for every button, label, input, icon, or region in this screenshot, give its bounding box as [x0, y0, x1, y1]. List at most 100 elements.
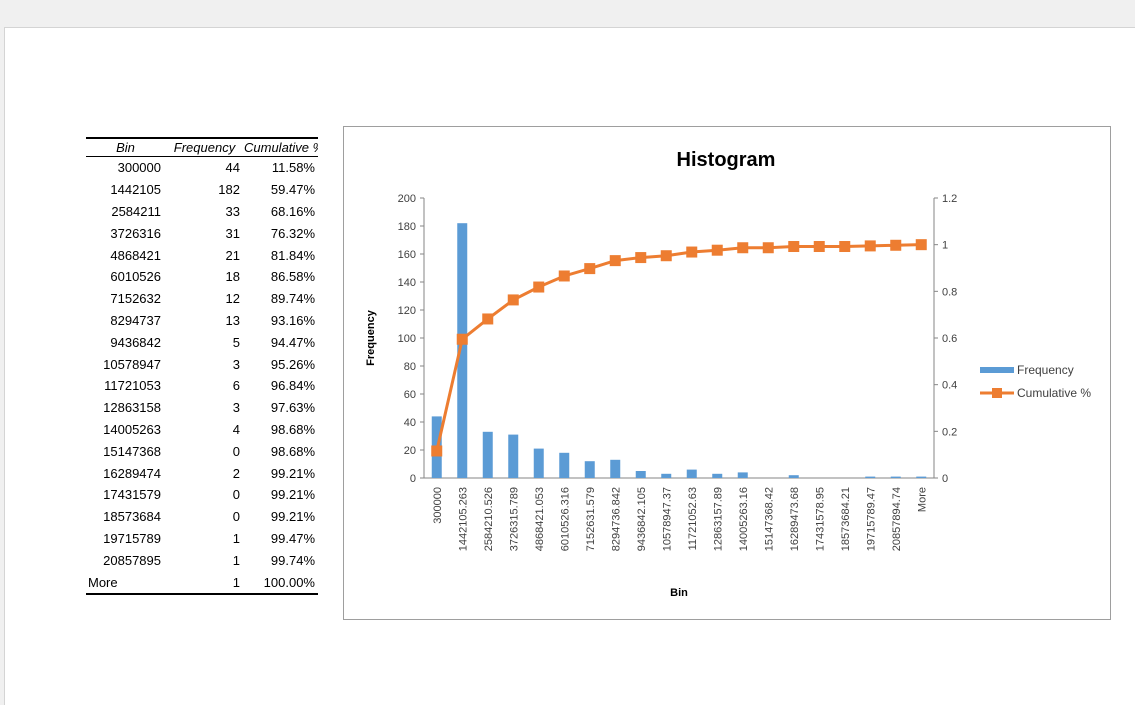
cumulative-cell: 11.58%: [271, 160, 315, 176]
bin-cell: 19715789: [103, 530, 161, 546]
left-tick-label: 200: [398, 193, 416, 205]
x-tick-label: 7152631.579: [585, 487, 597, 551]
cumulative-marker: [558, 270, 570, 282]
table-header-row: Bin Frequency Cumulative %: [86, 138, 318, 157]
x-tick-label: 3726315.789: [508, 487, 520, 551]
legend-cumulative-marker: [992, 388, 1002, 398]
bin-cell: 16289474: [103, 465, 161, 481]
cumulative-cell: 100.00%: [263, 574, 315, 590]
frequency-bar: [533, 448, 544, 478]
cumulative-marker: [737, 242, 749, 254]
table-row: 1442105 182 59.47%: [86, 179, 318, 201]
right-tick-label: 0.6: [942, 333, 957, 345]
right-tick-label: 0.2: [942, 426, 957, 438]
cumulative-cell: 89.74%: [270, 291, 315, 307]
frequency-bar: [508, 434, 519, 478]
cumulative-cell: 81.84%: [270, 247, 315, 263]
frequency-bar: [890, 476, 901, 478]
cumulative-cell: 94.47%: [270, 334, 315, 350]
x-tick-label: 14005263.16: [738, 487, 750, 551]
x-tick-label: 12863157.89: [712, 487, 724, 551]
cumulative-marker: [456, 333, 468, 345]
x-tick-label: 9436842.105: [636, 487, 648, 551]
cumulative-marker: [839, 241, 851, 253]
cumulative-marker: [482, 313, 494, 325]
x-tick-label: 1442105.263: [457, 487, 469, 551]
histogram-chart[interactable]: Histogram Bin Frequency 0 20 40 60 80 100 120 1…: [343, 126, 1111, 620]
bin-cell: 15147368: [103, 443, 161, 459]
bin-cell: 14005263: [103, 421, 161, 437]
table-row: 14005263 4 98.68%: [86, 419, 318, 441]
header-cumulative: Cumulative %: [244, 140, 318, 155]
x-tick-label: 15147368.42: [763, 487, 775, 551]
left-tick-label: 80: [404, 361, 416, 373]
x-tick-label: 18573684.21: [840, 487, 852, 551]
left-tick-label: 100: [398, 333, 416, 345]
frequency-bar: [584, 461, 595, 478]
x-tick-label: More: [916, 487, 928, 512]
frequency-bar: [610, 459, 621, 478]
bin-cell: More: [88, 574, 118, 590]
frequency-cell: 0: [232, 509, 240, 525]
cumulative-cell: 99.21%: [270, 509, 315, 525]
right-tick-label: 1: [942, 240, 948, 252]
frequency-cell: 0: [232, 443, 240, 459]
frequency-bar: [865, 476, 876, 478]
x-tick-label: 300000: [432, 487, 444, 524]
cumulative-cell: 98.68%: [270, 443, 315, 459]
left-tick-label: 180: [398, 221, 416, 233]
frequency-bar: [686, 469, 697, 478]
frequency-bar: [482, 431, 493, 478]
left-tick-label: 160: [398, 249, 416, 261]
x-axis-label: Bin: [670, 587, 688, 599]
table-row: 18573684 0 99.21%: [86, 506, 318, 528]
table-row: 4868421 21 81.84%: [86, 244, 318, 266]
table-row: 20857895 1 99.74%: [86, 549, 318, 571]
histogram-table: Bin Frequency Cumulative % 300000 44 11.58…: [86, 137, 318, 595]
chart-title: Histogram: [677, 149, 776, 171]
cumulative-cell: 99.21%: [270, 487, 315, 503]
x-tick-label: 19715789.47: [865, 487, 877, 551]
cumulative-cell: 97.63%: [270, 400, 315, 416]
left-tick-label: 40: [404, 417, 416, 429]
frequency-cell: 21: [225, 247, 240, 263]
bin-cell: 8294737: [110, 312, 161, 328]
bin-cell: 1442105: [110, 182, 161, 198]
x-tick-label: 10578947.37: [661, 487, 673, 551]
cumulative-cell: 59.47%: [270, 182, 315, 198]
right-tick-label: 0.8: [942, 286, 957, 298]
cumulative-marker: [635, 252, 647, 264]
frequency-cell: 18: [225, 269, 240, 285]
right-tick-label: 0.4: [942, 380, 957, 392]
table-row: 2584211 33 68.16%: [86, 201, 318, 223]
x-tick-label: 6010526.316: [559, 487, 571, 551]
cumulative-marker: [890, 239, 902, 251]
x-tick-label: 8294736.842: [610, 487, 622, 551]
frequency-cell: 0: [232, 487, 240, 503]
cumulative-marker: [762, 242, 774, 254]
cumulative-marker: [915, 239, 927, 251]
frequency-cell: 2: [232, 465, 240, 481]
cumulative-marker: [533, 281, 545, 293]
frequency-cell: 1: [232, 552, 240, 568]
y-axis-label: Frequency: [365, 309, 377, 366]
cumulative-cell: 86.58%: [270, 269, 315, 285]
cumulative-marker: [584, 263, 596, 275]
left-tick-label: 0: [410, 473, 416, 485]
cumulative-marker: [711, 244, 723, 256]
cumulative-marker: [507, 294, 519, 306]
right-tick-label: 1.2: [942, 193, 957, 205]
cumulative-cell: 68.16%: [270, 203, 315, 219]
bin-cell: 11721053: [104, 378, 161, 394]
cumulative-marker: [431, 445, 443, 457]
frequency-cell: 3: [232, 400, 240, 416]
bin-cell: 6010526: [110, 269, 161, 285]
table-row: 300000 44 11.58%: [86, 157, 318, 179]
cumulative-cell: 96.84%: [270, 378, 315, 394]
frequency-bar: [916, 476, 927, 478]
table-row: 11721053 6 96.84%: [86, 375, 318, 397]
bin-cell: 4868421: [110, 247, 161, 263]
bin-cell: 3726316: [110, 225, 161, 241]
cumulative-cell: 76.32%: [270, 225, 315, 241]
frequency-cell: 4: [232, 421, 240, 437]
